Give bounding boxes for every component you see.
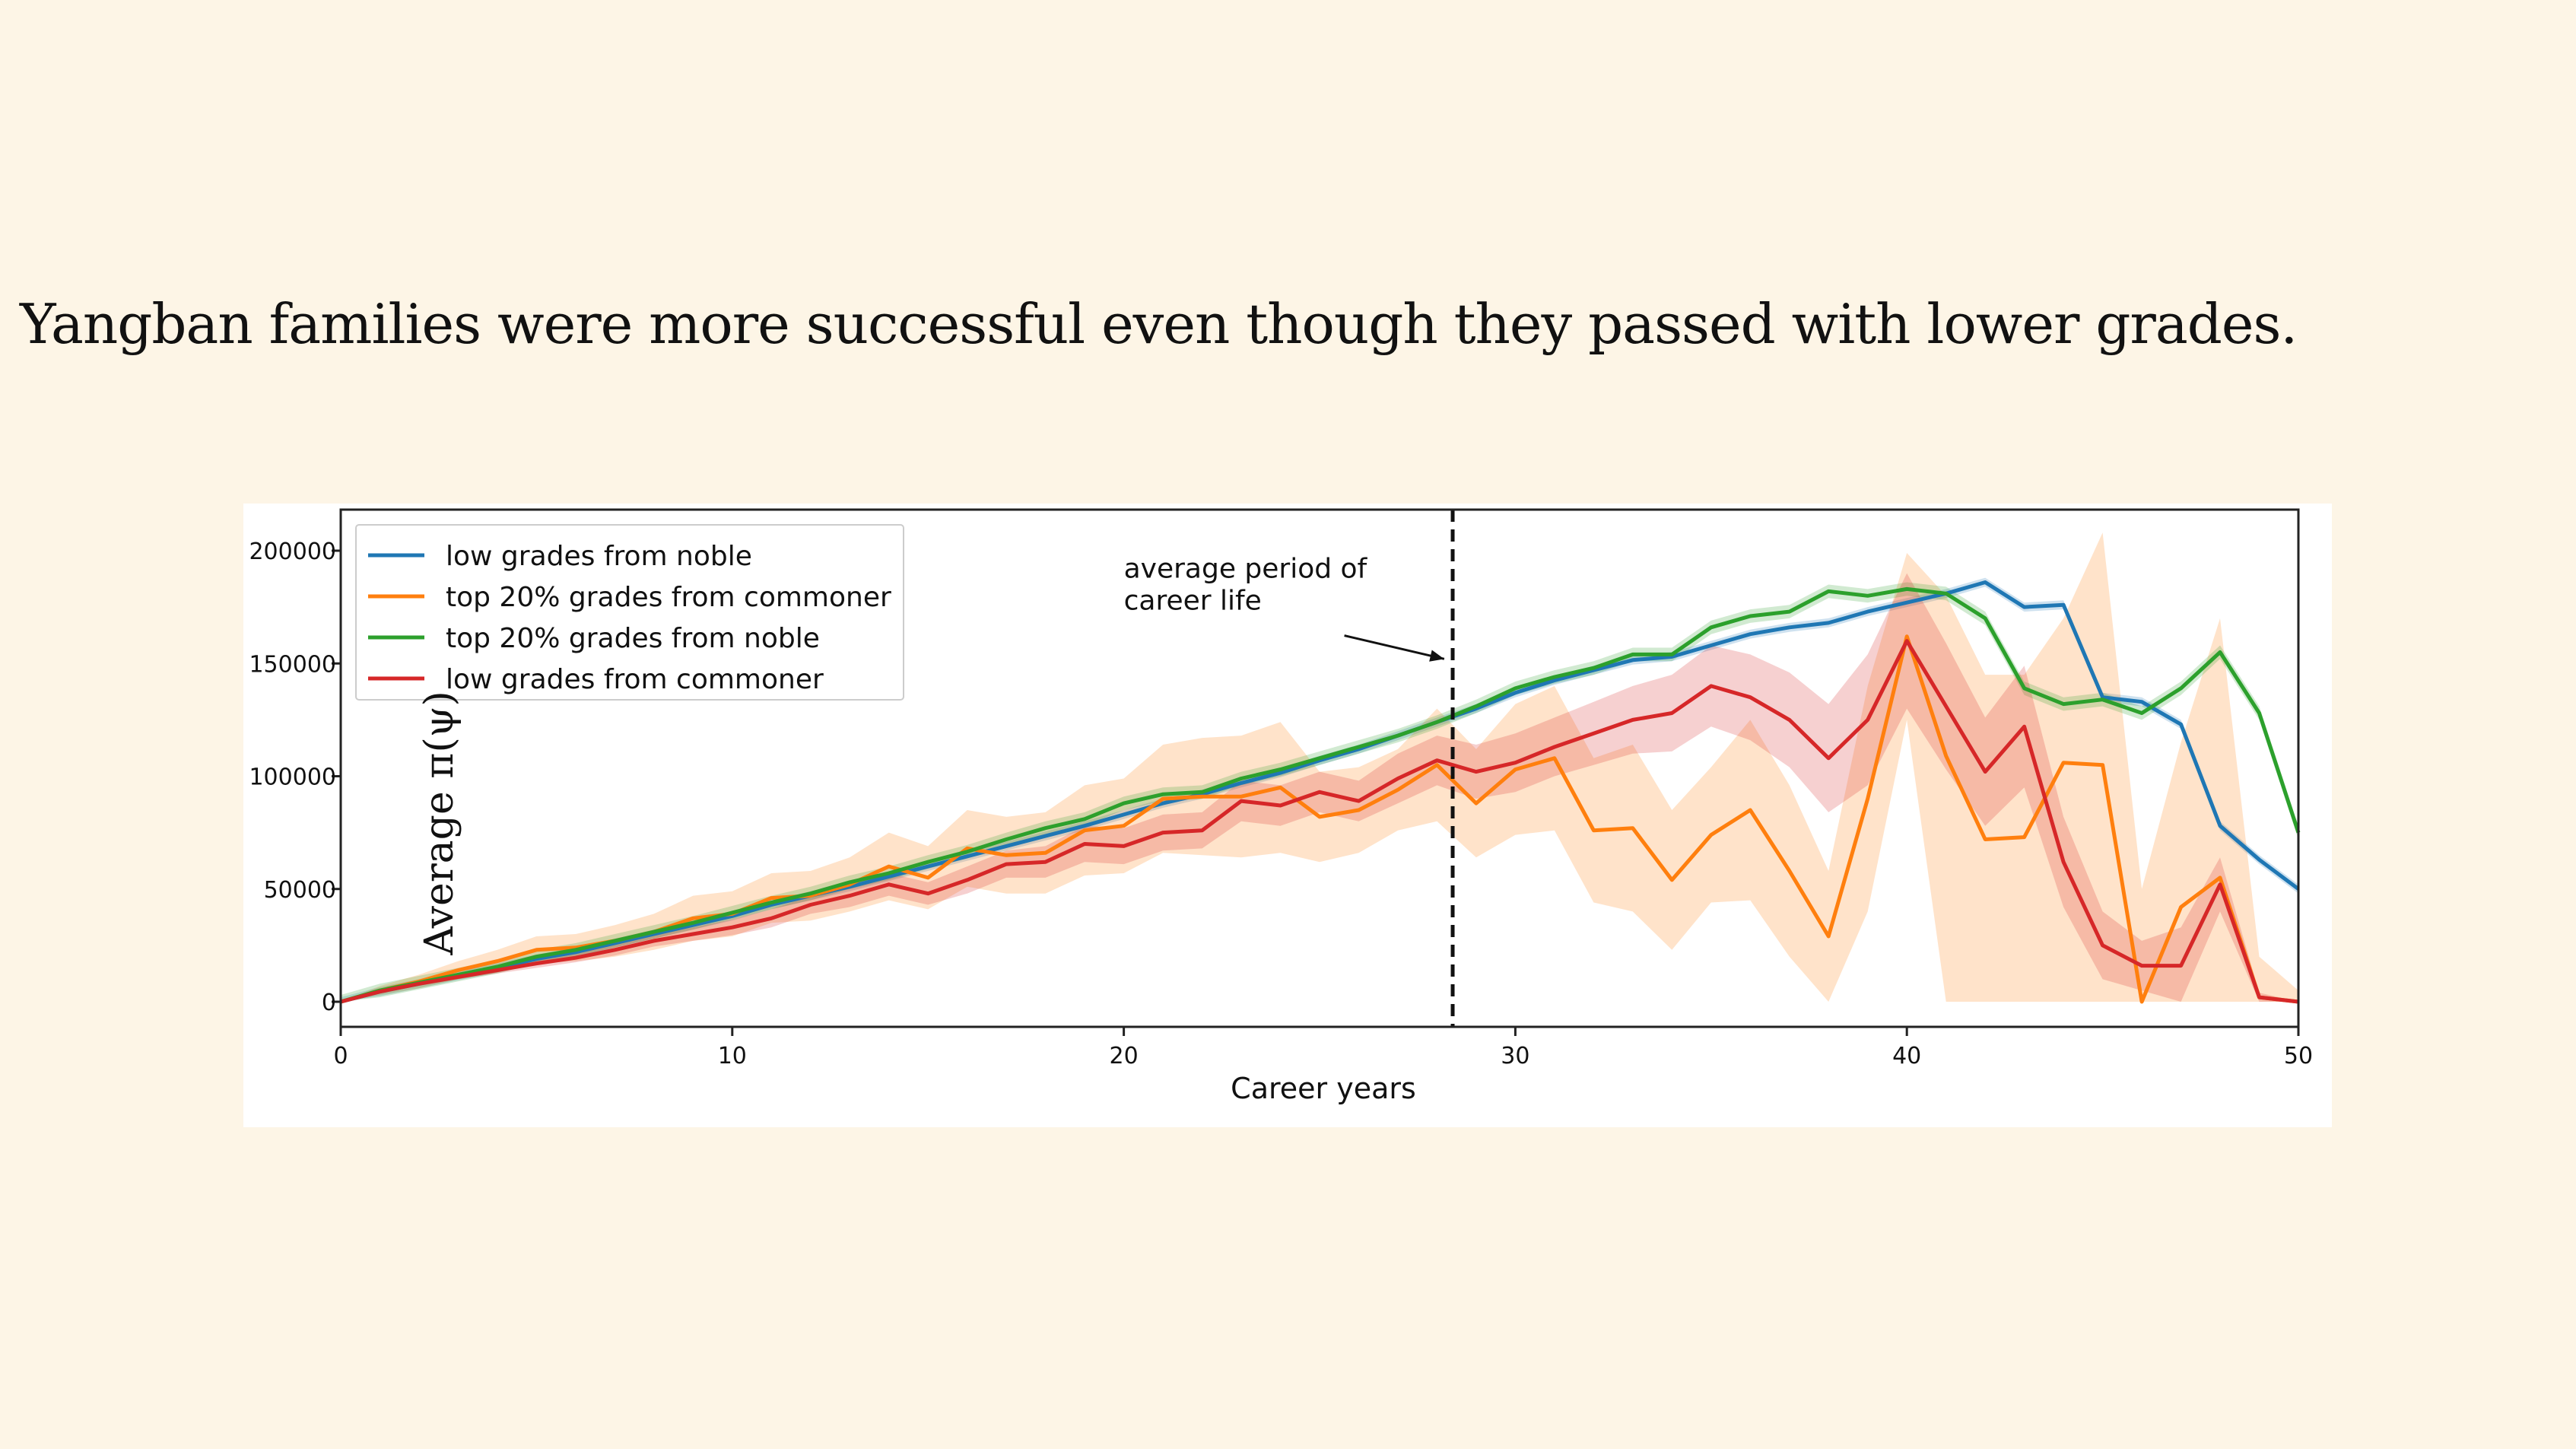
- legend-box: [355, 524, 904, 701]
- x-tick-label: 40: [1892, 1043, 1921, 1069]
- axes-group: 0 10 20 30 40 50 0 50000 100000 150000 200000: [249, 508, 2313, 1069]
- y-tick-label: 200000: [249, 539, 336, 565]
- annotation-arrow: [1344, 634, 1445, 660]
- legend-label: low grades from commoner: [446, 664, 824, 695]
- annotation-text-line: career life: [1124, 586, 1262, 617]
- chart-panel: average period of career life 0 10 20 30 40 50…: [243, 504, 2332, 1127]
- x-tick-label: 50: [2284, 1043, 2313, 1069]
- x-tick-label: 20: [1110, 1043, 1139, 1069]
- y-tick-label: 0: [322, 990, 336, 1016]
- x-tick-label: 0: [333, 1043, 348, 1069]
- series-line-low-grades-from-commoner: [340, 639, 2299, 1004]
- annotation-text-line: average period of: [1124, 554, 1368, 585]
- x-axis-label: Career years: [1231, 1072, 1416, 1105]
- slide-title: Yangban families were more successful ev…: [20, 292, 2298, 356]
- x-tick-label: 30: [1501, 1043, 1529, 1069]
- legend-label: top 20% grades from commoner: [446, 582, 891, 613]
- legend-label: top 20% grades from noble: [446, 623, 820, 654]
- axes-frame: [339, 508, 2300, 1028]
- x-tick-label: 10: [718, 1043, 747, 1069]
- y-tick-label: 150000: [249, 651, 336, 678]
- band-top-20-grades-from-commoner: [341, 532, 2298, 1002]
- annotation-arrowhead: [1429, 650, 1444, 662]
- y-tick-label: 100000: [249, 764, 336, 791]
- legend: low grades from noble top 20% grades from…: [355, 524, 904, 701]
- series-line-top-20-grades-from-noble: [340, 586, 2301, 1004]
- y-axis-label: Average π(ψ): [417, 691, 462, 956]
- series-line-low-grades-from-noble: [340, 580, 2300, 1004]
- legend-label: low grades from noble: [446, 541, 752, 572]
- band-low-grades-from-commoner: [341, 573, 2298, 1002]
- y-tick-label: 50000: [264, 877, 336, 904]
- series-lines: [340, 580, 2301, 1004]
